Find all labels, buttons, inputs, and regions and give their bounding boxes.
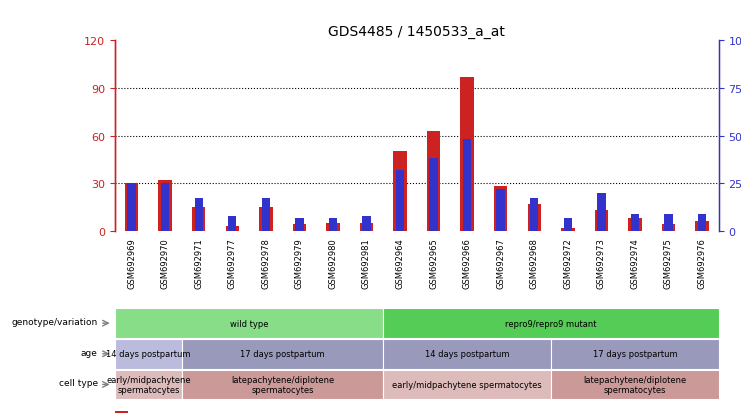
Bar [396, 171, 405, 231]
Bar [463, 140, 471, 231]
Text: wild type: wild type [230, 319, 268, 328]
Bar [362, 216, 370, 231]
Text: GSM692968: GSM692968 [530, 237, 539, 288]
Bar [259, 207, 273, 231]
Bar [393, 152, 407, 231]
Bar [551, 339, 719, 369]
Bar [115, 411, 127, 413]
Bar [429, 159, 438, 231]
Text: cell type: cell type [59, 379, 98, 387]
Text: GSM692970: GSM692970 [161, 237, 170, 288]
Bar [195, 199, 203, 231]
Bar [631, 214, 639, 231]
Text: GSM692969: GSM692969 [127, 237, 136, 288]
Text: early/midpachytene spermatocytes: early/midpachytene spermatocytes [392, 380, 542, 389]
Bar [125, 184, 139, 231]
Text: GSM692975: GSM692975 [664, 237, 673, 288]
Bar [662, 225, 675, 231]
Bar [494, 187, 508, 231]
Bar [326, 223, 339, 231]
Bar [159, 180, 172, 231]
Text: GSM692964: GSM692964 [396, 237, 405, 288]
Bar [383, 309, 719, 338]
Text: count: count [133, 412, 161, 413]
Bar [127, 184, 136, 231]
Text: GSM692967: GSM692967 [496, 237, 505, 288]
Bar [530, 199, 539, 231]
Text: genotype/variation: genotype/variation [11, 318, 98, 326]
Bar [628, 218, 642, 231]
Text: GSM692973: GSM692973 [597, 237, 606, 288]
Text: 14 days postpartum: 14 days postpartum [425, 349, 509, 358]
Bar [182, 370, 383, 399]
Bar [383, 370, 551, 399]
Text: GSM692977: GSM692977 [227, 237, 237, 288]
Bar [695, 222, 708, 231]
Bar [594, 211, 608, 231]
Bar [329, 218, 337, 231]
Bar [225, 226, 239, 231]
Text: GSM692978: GSM692978 [262, 237, 270, 288]
Text: 14 days postpartum: 14 days postpartum [106, 349, 190, 358]
Bar [564, 218, 572, 231]
Bar [496, 190, 505, 231]
Text: repro9/repro9 mutant: repro9/repro9 mutant [505, 319, 597, 328]
Title: GDS4485 / 1450533_a_at: GDS4485 / 1450533_a_at [328, 25, 505, 39]
Text: GSM692972: GSM692972 [563, 237, 572, 288]
Bar [561, 228, 574, 231]
Text: GSM692979: GSM692979 [295, 237, 304, 288]
Text: GSM692971: GSM692971 [194, 237, 203, 288]
Text: early/midpachytene
spermatocytes: early/midpachytene spermatocytes [106, 375, 190, 394]
Bar [698, 214, 706, 231]
Text: GSM692974: GSM692974 [631, 237, 639, 288]
Bar [597, 193, 605, 231]
Text: latepachytene/diplotene
spermatocytes: latepachytene/diplotene spermatocytes [583, 375, 686, 394]
Bar [551, 370, 719, 399]
Text: age: age [81, 348, 98, 357]
Text: GSM692965: GSM692965 [429, 237, 438, 288]
Text: GSM692980: GSM692980 [328, 237, 337, 288]
Bar [664, 214, 673, 231]
Text: GSM692976: GSM692976 [697, 237, 706, 288]
Bar [115, 339, 182, 369]
Bar [383, 339, 551, 369]
Bar [360, 223, 373, 231]
Bar [228, 216, 236, 231]
Bar [115, 309, 383, 338]
Bar [528, 204, 541, 231]
Bar [293, 225, 306, 231]
Bar [427, 131, 440, 231]
Bar [262, 199, 270, 231]
Text: GSM692981: GSM692981 [362, 237, 371, 288]
Bar [460, 78, 473, 231]
Text: GSM692966: GSM692966 [462, 237, 471, 288]
Text: 17 days postpartum: 17 days postpartum [240, 349, 325, 358]
Bar [182, 339, 383, 369]
Bar [295, 218, 304, 231]
Bar [161, 184, 170, 231]
Bar [192, 207, 205, 231]
Text: 17 days postpartum: 17 days postpartum [593, 349, 677, 358]
Text: latepachytene/diplotene
spermatocytes: latepachytene/diplotene spermatocytes [231, 375, 334, 394]
Bar [115, 370, 182, 399]
